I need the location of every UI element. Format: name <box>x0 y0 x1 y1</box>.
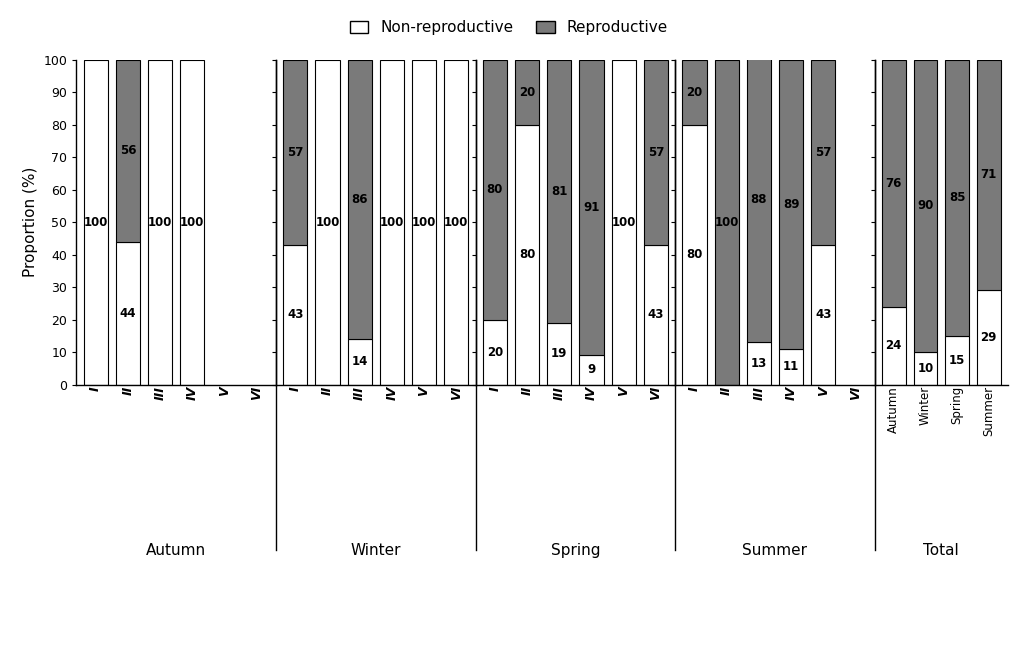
Bar <box>977 60 1001 290</box>
Bar <box>977 290 1001 385</box>
Text: 20: 20 <box>487 345 503 359</box>
Text: Total: Total <box>923 543 959 558</box>
Bar <box>747 342 771 385</box>
Text: 24: 24 <box>886 339 902 352</box>
Bar <box>612 60 635 385</box>
Y-axis label: Proportion (%): Proportion (%) <box>22 167 38 277</box>
Bar <box>579 60 604 355</box>
Text: 19: 19 <box>551 347 567 360</box>
Text: 100: 100 <box>412 215 437 229</box>
Text: 56: 56 <box>119 144 136 157</box>
Text: 100: 100 <box>380 215 404 229</box>
Text: 43: 43 <box>647 308 664 321</box>
Bar <box>643 60 668 245</box>
Text: 100: 100 <box>83 215 108 229</box>
Text: 13: 13 <box>750 357 767 370</box>
Bar <box>347 60 372 339</box>
Legend: Non-reproductive, Reproductive: Non-reproductive, Reproductive <box>344 15 674 42</box>
Bar <box>946 60 969 335</box>
Text: 88: 88 <box>750 193 768 206</box>
Bar <box>913 352 938 385</box>
Text: 80: 80 <box>519 248 535 261</box>
Bar <box>116 241 139 385</box>
Text: 43: 43 <box>287 308 303 321</box>
Bar <box>380 60 404 385</box>
Text: 100: 100 <box>148 215 172 229</box>
Bar <box>682 60 706 125</box>
Text: 71: 71 <box>980 168 997 182</box>
Bar <box>412 60 436 385</box>
Text: 15: 15 <box>949 353 965 367</box>
Bar <box>913 60 938 352</box>
Text: 57: 57 <box>287 146 303 158</box>
Text: 44: 44 <box>119 306 136 320</box>
Bar <box>515 60 540 125</box>
Text: 86: 86 <box>351 193 367 206</box>
Bar <box>548 60 571 323</box>
Text: 9: 9 <box>587 363 596 377</box>
Text: 100: 100 <box>715 215 739 229</box>
Text: 100: 100 <box>316 215 340 229</box>
Bar <box>682 125 706 385</box>
Text: 10: 10 <box>917 362 934 375</box>
Bar <box>946 335 969 385</box>
Text: 43: 43 <box>815 308 832 321</box>
Text: Autumn: Autumn <box>147 543 207 558</box>
Text: 57: 57 <box>647 146 664 158</box>
Bar <box>579 355 604 385</box>
Text: 90: 90 <box>917 200 934 212</box>
Text: 100: 100 <box>612 215 636 229</box>
Bar <box>483 320 507 385</box>
Bar <box>882 306 906 385</box>
Bar <box>515 125 540 385</box>
Bar <box>83 60 108 385</box>
Text: 81: 81 <box>551 185 567 198</box>
Text: 29: 29 <box>980 331 997 344</box>
Bar <box>444 60 468 385</box>
Text: Summer: Summer <box>742 543 807 558</box>
Bar <box>779 60 803 349</box>
Text: 20: 20 <box>519 86 535 99</box>
Text: 14: 14 <box>351 355 367 369</box>
Text: Winter: Winter <box>350 543 401 558</box>
Text: 89: 89 <box>783 198 799 211</box>
Bar <box>747 56 771 342</box>
Bar <box>548 323 571 385</box>
Text: 80: 80 <box>686 248 702 261</box>
Text: 100: 100 <box>180 215 205 229</box>
Bar <box>283 60 307 245</box>
Bar <box>811 245 836 385</box>
Bar <box>148 60 172 385</box>
Text: 11: 11 <box>783 360 799 373</box>
Text: 91: 91 <box>583 201 600 214</box>
Text: 76: 76 <box>886 176 902 190</box>
Bar <box>316 60 340 385</box>
Bar <box>283 245 307 385</box>
Text: 85: 85 <box>949 191 965 204</box>
Text: 57: 57 <box>815 146 832 158</box>
Bar <box>715 60 739 385</box>
Text: Spring: Spring <box>551 543 600 558</box>
Bar <box>779 349 803 385</box>
Bar <box>347 339 372 385</box>
Text: 20: 20 <box>686 86 702 99</box>
Bar <box>180 60 205 385</box>
Bar <box>643 245 668 385</box>
Bar <box>483 60 507 320</box>
Bar <box>116 60 139 241</box>
Bar <box>882 60 906 306</box>
Text: 80: 80 <box>487 183 503 196</box>
Bar <box>811 60 836 245</box>
Text: 100: 100 <box>444 215 468 229</box>
